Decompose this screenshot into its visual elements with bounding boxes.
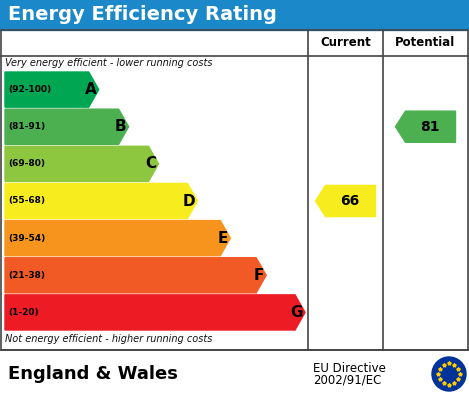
- Polygon shape: [5, 146, 159, 181]
- Text: C: C: [145, 156, 157, 172]
- Text: Very energy efficient - lower running costs: Very energy efficient - lower running co…: [5, 58, 212, 68]
- Text: F: F: [254, 268, 264, 283]
- Polygon shape: [395, 111, 455, 142]
- Text: (1-20): (1-20): [8, 308, 38, 317]
- Text: (39-54): (39-54): [8, 234, 45, 243]
- Text: Energy Efficiency Rating: Energy Efficiency Rating: [8, 6, 277, 25]
- Text: EU Directive: EU Directive: [313, 361, 386, 375]
- Polygon shape: [316, 185, 376, 217]
- Text: (69-80): (69-80): [8, 159, 45, 168]
- Polygon shape: [5, 72, 98, 107]
- Polygon shape: [5, 295, 305, 330]
- Text: (92-100): (92-100): [8, 85, 51, 94]
- Bar: [0, 0, 469, 30]
- Polygon shape: [5, 109, 129, 144]
- Text: G: G: [290, 305, 303, 320]
- Bar: [1, 30, 468, 350]
- Text: B: B: [115, 119, 127, 134]
- Text: (21-38): (21-38): [8, 271, 45, 280]
- Text: (55-68): (55-68): [8, 197, 45, 205]
- Circle shape: [432, 357, 466, 391]
- Text: (81-91): (81-91): [8, 122, 45, 131]
- Text: 81: 81: [420, 120, 439, 134]
- Text: 66: 66: [340, 194, 359, 208]
- Text: Not energy efficient - higher running costs: Not energy efficient - higher running co…: [5, 334, 212, 344]
- Text: Potential: Potential: [395, 37, 455, 49]
- Text: D: D: [183, 193, 196, 209]
- Text: England & Wales: England & Wales: [8, 365, 178, 383]
- Polygon shape: [5, 220, 230, 256]
- Text: Current: Current: [320, 37, 371, 49]
- Polygon shape: [5, 258, 266, 293]
- Text: 2002/91/EC: 2002/91/EC: [313, 373, 381, 386]
- Text: E: E: [218, 231, 228, 246]
- Text: A: A: [85, 82, 97, 97]
- Polygon shape: [5, 183, 197, 219]
